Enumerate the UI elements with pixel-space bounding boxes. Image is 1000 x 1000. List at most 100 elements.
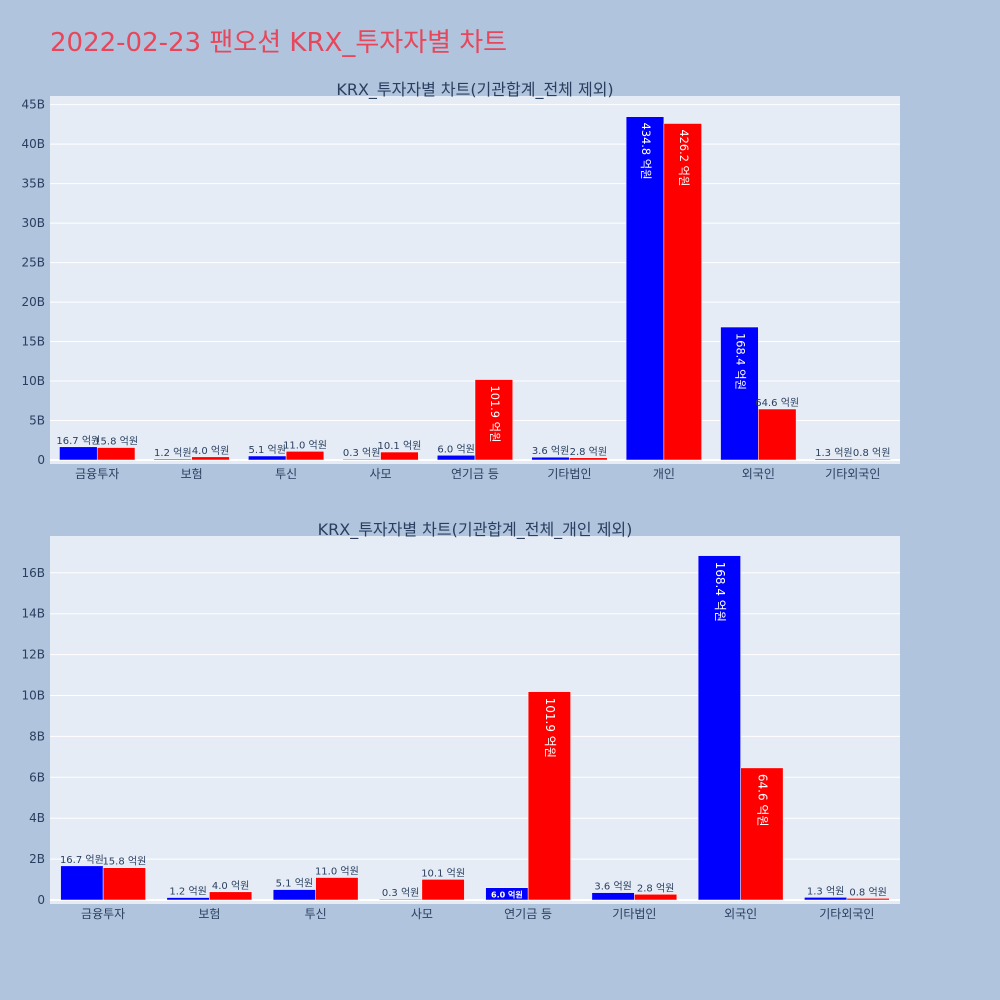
sell-bar [96,447,136,461]
y-tick-label: 16B [21,566,45,580]
sell-bar [527,691,571,901]
data-label: 64.6 억원 [755,397,799,409]
y-tick-label: 20B [21,295,45,309]
buy-bar [531,456,570,461]
buy-bar [272,889,316,901]
sell-bar [758,408,797,461]
data-label: 0.8 억원 [853,447,890,459]
sell-bar [846,898,890,901]
data-label: 10.1 억원 [421,867,465,879]
x-tick-label: 기타법인 [612,907,656,921]
y-tick-label: 45B [21,98,45,112]
chart-title: KRX_투자자별 차트(기관합계_전체_개인 제외) [318,520,633,540]
y-tick-label: 12B [21,648,45,662]
buy-bar [591,892,635,901]
data-label: 0.3 억원 [343,447,380,459]
sell-bar [102,867,146,901]
y-tick-label: 15B [21,335,45,349]
y-tick-label: 6B [29,770,45,784]
y-tick-label: 30B [21,216,45,230]
data-label: 1.2 억원 [169,886,206,898]
sell-bar [740,767,784,901]
data-label: 2.8 억원 [637,882,674,894]
y-tick-label: 2B [29,852,45,866]
y-tick-label: 10B [21,689,45,703]
buy-bar [436,455,476,461]
x-tick-label: 금융투자 [75,467,119,481]
sell-bar [474,379,514,461]
sell-bar [380,451,419,461]
sell-bar [191,456,230,461]
buy-bar [379,898,423,901]
data-label: 101.9 억원 [488,386,502,443]
x-tick-label: 개인 [653,467,675,481]
sell-bar [663,123,702,461]
y-tick-label: 4B [29,811,45,825]
buy-bar [60,865,104,901]
data-label: 0.8 억원 [849,886,886,898]
sell-bar [209,891,253,901]
data-label: 64.6 억원 [755,774,769,827]
data-label: 168.4 억원 [713,562,727,622]
data-label: 1.2 억원 [154,447,191,459]
buy-bar [804,897,848,901]
data-label: 3.6 억원 [594,881,631,893]
data-label: 0.3 억원 [382,887,419,899]
y-tick-label: 25B [21,256,45,270]
data-label: 5.1 억원 [248,444,285,456]
data-label: 4.0 억원 [192,445,229,457]
data-label: 15.8 억원 [102,856,146,868]
data-label: 2.8 억원 [570,446,607,458]
data-label: 4.0 억원 [212,880,249,892]
y-tick-label: 5B [29,414,45,428]
page-title: 2022-02-23 팬오션 KRX_투자자별 차트 [50,28,508,58]
sell-bar [852,458,891,461]
buy-bar [720,326,759,461]
x-tick-label: 외국인 [742,467,775,481]
y-tick-label: 0 [37,453,45,467]
chart-1: 0 5B 10B 15B 20B 25B 30B 35B 40B 45B KRX_투자자별 차트(기… [21,80,900,481]
data-label: 15.8 억원 [94,436,138,448]
sell-bar [285,451,325,461]
y-tick-label: 0 [37,893,45,907]
data-label: 168.4 억원 [733,333,747,390]
x-tick-label: 사모 [411,907,433,921]
y-tick-label: 35B [21,177,45,191]
x-tick-label: 투신 [305,907,327,921]
chart-title: KRX_투자자별 차트(기관합계_전체 제외) [336,80,613,100]
sell-bar [315,877,359,901]
data-label: 1.3 억원 [815,447,852,459]
data-label: 11.0 억원 [283,439,327,451]
buy-bar [814,458,854,461]
data-label: 16.7 억원 [60,854,104,866]
x-tick-label: 사모 [370,467,392,481]
buy-bar [153,458,192,461]
data-label: 6.0 억원 [491,890,523,900]
data-label: 426.2 억원 [677,129,691,186]
sell-bar [569,457,608,461]
chart-2: 0 2B 4B 6B 8B 10B 12B 14B 16B KRX_투자자별 차트(기관합계_전체… [21,520,900,921]
x-tick-label: 연기금 등 [504,907,552,921]
data-label: 434.8 억원 [639,123,653,180]
x-tick-label: 투신 [275,467,297,481]
buy-bar [248,455,287,461]
y-tick-label: 10B [21,374,45,388]
data-label: 6.0 억원 [437,443,474,455]
data-label: 3.6 억원 [532,445,569,457]
y-tick-label: 40B [21,137,45,151]
buy-bar [697,555,741,901]
buy-bar [59,446,98,461]
x-tick-label: 보험 [181,467,203,481]
x-tick-label: 기타외국인 [819,907,874,921]
x-tick-label: 기타외국인 [825,467,880,481]
buy-bar [342,458,381,461]
data-label: 11.0 억원 [315,866,359,878]
buy-bar [625,116,665,461]
buy-bar [166,897,210,901]
x-tick-label: 기타법인 [547,467,591,481]
x-tick-label: 보험 [198,907,220,921]
data-label: 5.1 억원 [276,878,313,890]
sell-bar [634,894,678,901]
data-label: 1.3 억원 [807,885,844,897]
data-label: 16.7 억원 [56,435,100,447]
